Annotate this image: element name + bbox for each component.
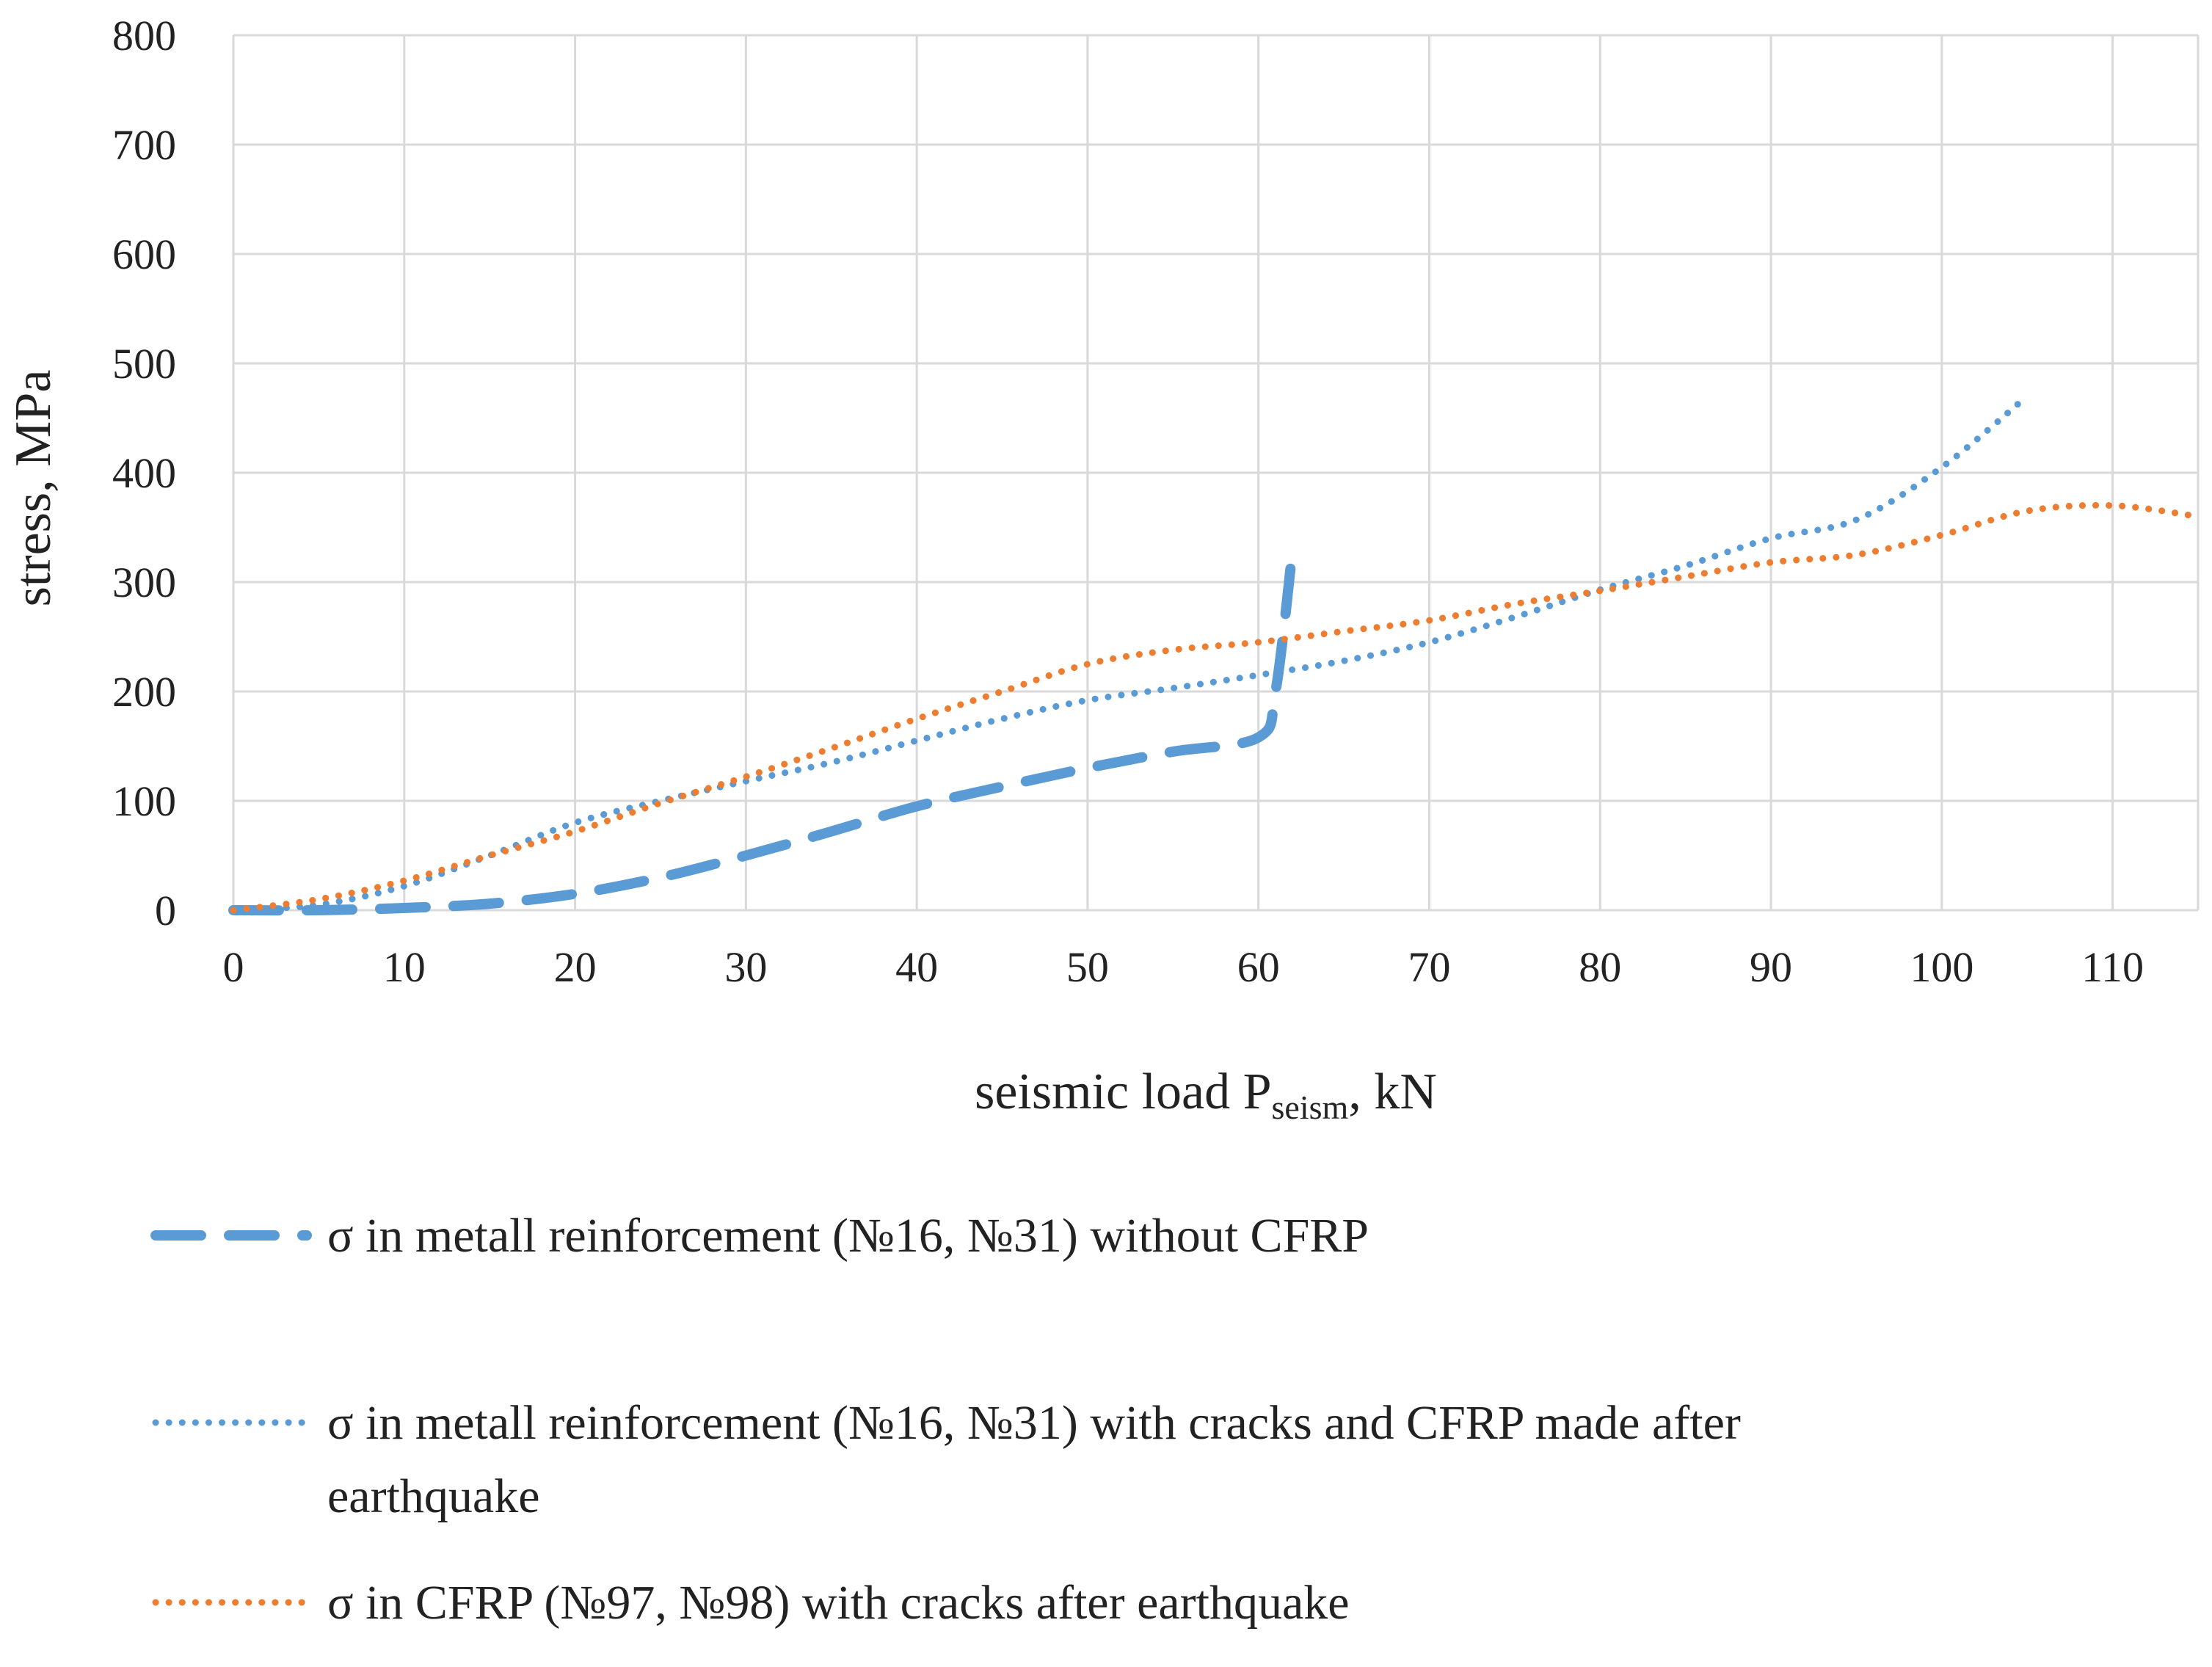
y-tick-label: 600: [112, 230, 176, 278]
legend-item: σ in metall reinforcement (№16, №31) wit…: [152, 1396, 1741, 1523]
x-tick-label: 10: [383, 943, 426, 991]
x-tick-label: 50: [1066, 943, 1109, 991]
x-tick-label: 110: [2081, 943, 2144, 991]
y-tick-label: 200: [112, 668, 176, 716]
y-tick-label: 300: [112, 559, 176, 606]
x-axis-title: seismic load Pseism, kN: [975, 1064, 1437, 1126]
x-tick-label: 20: [554, 943, 597, 991]
x-tick-label: 60: [1237, 943, 1280, 991]
grid: [232, 34, 2200, 912]
y-tick-label: 700: [112, 121, 176, 169]
legend-item: σ in CFRP (№97, №98) with cracks after e…: [152, 1576, 1350, 1630]
legend-label: σ in metall reinforcement (№16, №31) wit…: [327, 1396, 1741, 1450]
x-axis-title-main: seismic load P: [975, 1064, 1271, 1120]
x-tick-label: 70: [1408, 943, 1450, 991]
legend-label: σ in metall reinforcement (№16, №31) wit…: [327, 1209, 1369, 1263]
series-3-line: [230, 501, 2202, 914]
x-tick-label: 80: [1579, 943, 1621, 991]
x-axis-title-tail: , kN: [1348, 1064, 1437, 1120]
x-tick-label: 0: [223, 943, 244, 991]
legend-label: σ in CFRP (№97, №98) with cracks after e…: [327, 1576, 1350, 1630]
legend-item: σ in metall reinforcement (№16, №31) wit…: [150, 1209, 1369, 1263]
x-tick-label: 30: [724, 943, 767, 991]
x-tick-label: 100: [1910, 943, 1973, 991]
legend: σ in metall reinforcement (№16, №31) wit…: [150, 1209, 1741, 1630]
y-tick-label: 500: [112, 340, 176, 388]
x-tick-label: 40: [895, 943, 938, 991]
y-axis-ticks: 0 100 200 300 400 500 600 700 800: [112, 12, 176, 934]
legend-label: earthquake: [327, 1470, 540, 1523]
series-1-line: [228, 544, 1298, 916]
y-tick-label: 400: [112, 449, 176, 497]
x-tick-label: 90: [1750, 943, 1792, 991]
x-axis-ticks: 0 10 20 30 40 50 60 70 80 90 100 110: [223, 943, 2144, 991]
y-tick-label: 100: [112, 777, 176, 825]
series-2-line: [230, 393, 2031, 914]
y-tick-label: 800: [112, 12, 176, 59]
y-axis-title: stress, MPa: [5, 370, 62, 607]
x-axis-title-subscript: seism: [1272, 1089, 1349, 1126]
y-tick-label: 0: [155, 887, 176, 934]
series-group: [228, 393, 2202, 916]
